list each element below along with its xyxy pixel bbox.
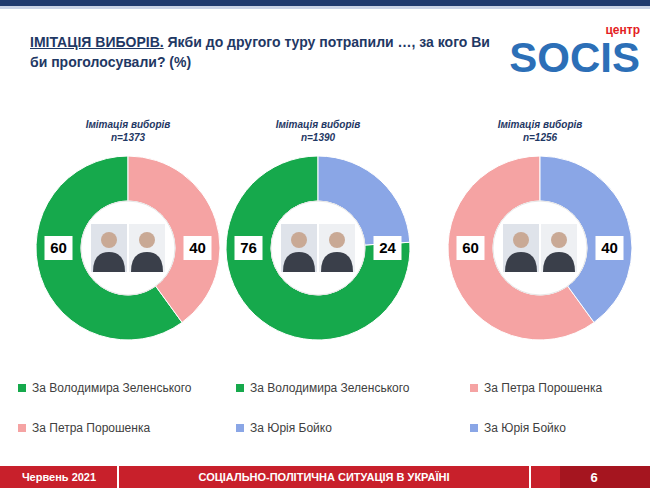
legend-label: За Юрія Бойко [250, 421, 332, 435]
legend-swatch [236, 384, 244, 392]
data-label: 40 [189, 239, 206, 256]
legend-swatch [470, 384, 478, 392]
data-label: 40 [601, 239, 618, 256]
legend-label: За Володимира Зеленського [250, 381, 410, 395]
slices [448, 156, 632, 340]
chart-subtitle: n=1373 [111, 132, 146, 143]
portrait-bg [129, 224, 165, 272]
label-box [184, 236, 212, 260]
slice [226, 156, 410, 340]
center-ring [81, 201, 175, 295]
footer-bar [0, 466, 650, 488]
portrait-body [93, 252, 125, 272]
center [271, 201, 365, 295]
portrait [281, 224, 317, 272]
portrait-head [291, 232, 307, 248]
portrait-bg [91, 224, 127, 272]
legend-label: За Юрія Бойко [484, 421, 566, 435]
label-box [45, 236, 73, 260]
legend-swatch [236, 424, 244, 432]
portrait-body [283, 252, 315, 272]
chart-subtitle: n=1390 [301, 132, 336, 143]
portrait-bg [503, 224, 539, 272]
legend-label: За Петра Порошенка [32, 421, 150, 435]
portrait [91, 224, 127, 272]
title-lead: ІМІТАЦІЯ ВИБОРІВ. [30, 34, 164, 50]
legend-swatch [470, 424, 478, 432]
chart-area: центрSOCISІмітація виборівn=13736040За В… [0, 0, 650, 488]
portrait-head [139, 232, 155, 248]
slide: центрSOCISІмітація виборівn=13736040За В… [0, 0, 650, 488]
chart-title: Імітація виборів [498, 119, 583, 130]
portrait-head [101, 232, 117, 248]
portrait-head [329, 232, 345, 248]
header-title: ІМІТАЦІЯ ВИБОРІВ. Якби до другого туру п… [30, 32, 492, 72]
portrait-bg [541, 224, 577, 272]
footer-page-bg [560, 466, 650, 488]
top-band [0, 0, 650, 6]
portrait-bg [319, 224, 355, 272]
chart-subtitle: n=1256 [523, 132, 558, 143]
portrait-head [551, 232, 567, 248]
portrait-body [543, 252, 575, 272]
portrait-bg [281, 224, 317, 272]
canvas: центрSOCISІмітація виборівn=13736040За В… [0, 0, 650, 488]
footer-topic: СОЦІАЛЬНО-ПОЛІТИЧНА СИТУАЦІЯ В УКРАЇНІ [199, 471, 450, 483]
chart-title: Імітація виборів [86, 119, 171, 130]
top-band-light [0, 6, 650, 9]
data-labels: 76 24 [235, 236, 402, 260]
legend: За Володимира Зеленського За Петра Пороше… [18, 381, 192, 435]
title-space [164, 34, 168, 50]
footer-date: Червень 2021 [22, 471, 96, 483]
logo: SOCIS [509, 34, 640, 81]
data-labels: 60 40 [45, 236, 212, 260]
label-box [235, 236, 263, 260]
center [493, 201, 587, 295]
donut-chart [36, 156, 220, 340]
portrait [319, 224, 355, 272]
data-labels: 60 40 [457, 236, 624, 260]
slices [226, 156, 410, 340]
footer-sep [529, 466, 531, 488]
data-label: 76 [240, 239, 257, 256]
center [81, 201, 175, 295]
slices [36, 156, 220, 340]
legend-swatch [18, 424, 26, 432]
center-ring [271, 201, 365, 295]
footer-page: 6 [590, 470, 597, 485]
legend: За Володимира Зеленського За Юрія Бойко [236, 381, 410, 435]
label-box [374, 236, 402, 260]
data-label: 60 [50, 239, 67, 256]
portrait-body [131, 252, 163, 272]
data-label: 24 [379, 239, 396, 256]
donut-chart [226, 156, 410, 340]
portrait [129, 224, 165, 272]
legend-swatch [18, 384, 26, 392]
legend-label: За Петра Порошенка [484, 381, 602, 395]
portrait-body [321, 252, 353, 272]
portrait [503, 224, 539, 272]
label-box [596, 236, 624, 260]
label-box [457, 236, 485, 260]
data-label: 60 [462, 239, 479, 256]
donut-chart [448, 156, 632, 340]
portrait-head [513, 232, 529, 248]
center-ring [493, 201, 587, 295]
legend: За Петра Порошенка За Юрія Бойко [470, 381, 602, 435]
chart-title: Імітація виборів [276, 119, 361, 130]
portrait [541, 224, 577, 272]
legend-label: За Володимира Зеленського [32, 381, 192, 395]
footer-sep [117, 466, 119, 488]
portrait-body [505, 252, 537, 272]
